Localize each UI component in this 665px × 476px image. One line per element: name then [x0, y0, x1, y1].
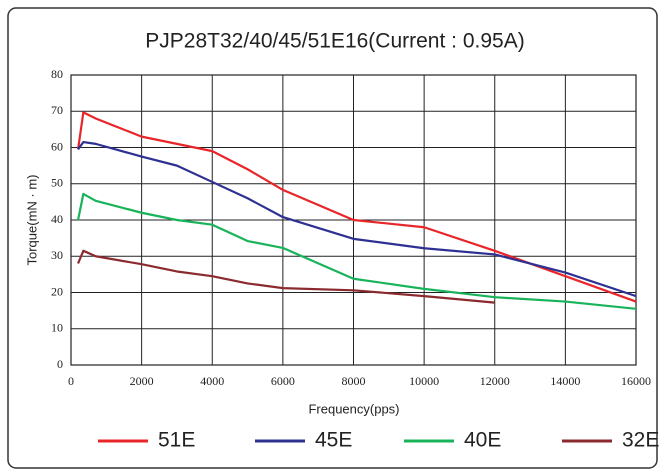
y-tick-label: 0	[57, 357, 63, 371]
plot-border	[70, 74, 637, 366]
x-tick-label: 10000	[409, 374, 439, 388]
series-line	[76, 111, 637, 303]
y-tick-label: 70	[51, 103, 63, 117]
x-tick-label: 6000	[271, 374, 295, 388]
legend-label: 40E	[464, 429, 501, 452]
series-line	[77, 249, 495, 304]
y-tick-label: 30	[51, 248, 63, 262]
legend-label: 45E	[315, 429, 352, 452]
x-tick-label: 2000	[130, 374, 154, 388]
x-tick-label: 12000	[480, 374, 510, 388]
x-tick-label: 0	[68, 374, 74, 388]
frame	[7, 7, 658, 469]
y-tick-label: 50	[51, 176, 63, 190]
y-tick-label: 40	[51, 212, 63, 226]
legend-label: 51E	[158, 429, 195, 452]
chart-title: PJP28T32/40/45/51E16(Current : 0.95A)	[145, 30, 524, 53]
series-line	[76, 192, 637, 310]
series-line	[77, 140, 637, 298]
y-tick-label: 20	[51, 284, 63, 298]
x-tick-label: 14000	[550, 374, 580, 388]
x-tick-label: 4000	[200, 374, 224, 388]
legend-label: 32E	[622, 429, 659, 452]
x-axis-label: Frequency(pps)	[308, 401, 399, 416]
y-tick-label: 10	[51, 321, 63, 335]
y-axis-label: Torque(mN · m)	[24, 174, 39, 265]
x-tick-label: 16000	[621, 374, 651, 388]
y-tick-label: 60	[51, 139, 63, 153]
y-tick-label: 80	[51, 67, 63, 81]
x-tick-label: 8000	[342, 374, 366, 388]
